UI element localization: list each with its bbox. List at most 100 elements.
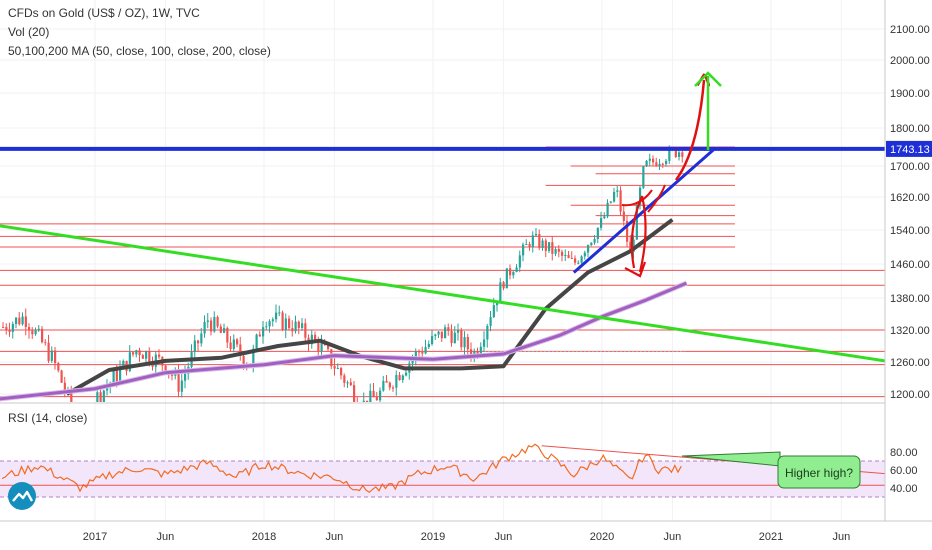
candle-body: [551, 242, 554, 254]
price-tick-label: 1380.00: [890, 293, 930, 305]
candle-body: [265, 326, 268, 328]
candle-body: [44, 342, 47, 344]
candle-body: [414, 351, 417, 359]
candle-body: [28, 327, 31, 331]
candle-body: [512, 271, 515, 276]
candle-body: [401, 375, 404, 381]
candle-body: [340, 367, 343, 376]
candle-body: [275, 312, 278, 320]
ma-legend: 50,100,200 MA (50, close, 100, close, 20…: [8, 44, 271, 58]
candle-body: [50, 350, 53, 361]
rsi-series: [1, 443, 682, 494]
candle-body: [418, 351, 421, 353]
candle-body: [239, 344, 242, 356]
price-tick-label: 1540.00: [890, 225, 930, 237]
candle-body: [424, 347, 427, 354]
candle-body: [626, 220, 629, 242]
candle-body: [106, 386, 109, 391]
time-tick-label: Jun: [664, 531, 682, 543]
candle-body: [652, 158, 655, 163]
candle-body: [486, 325, 489, 340]
candle-body: [489, 317, 492, 326]
candle-body: [398, 375, 401, 381]
candle-body: [564, 254, 567, 256]
candle-body: [34, 329, 37, 335]
candle-body: [2, 326, 5, 328]
candle-body: [554, 248, 557, 254]
candle-body: [320, 342, 323, 352]
candle-body: [41, 328, 44, 343]
tradingview-logo[interactable]: [8, 482, 36, 510]
candle-body: [213, 316, 216, 332]
candle-body: [366, 400, 369, 402]
candle-body: [210, 320, 213, 332]
candle-body: [242, 355, 245, 366]
candle-body: [360, 407, 362, 410]
time-tick-label: 2017: [83, 531, 107, 543]
rsi-band: [0, 460, 885, 498]
rsi-tick-label: 80.00: [890, 447, 918, 459]
candle-body: [297, 321, 300, 329]
candle-body: [635, 205, 638, 240]
rsi-tick-label: 40.00: [890, 483, 918, 495]
mountain-icon: [12, 490, 34, 502]
price-tick-label: 1700.00: [890, 161, 930, 173]
candle-body: [681, 152, 684, 157]
candle-body: [531, 235, 534, 248]
candle-body: [21, 316, 24, 325]
candle-body: [606, 202, 609, 217]
candle-body: [353, 385, 356, 402]
candle-body: [466, 337, 469, 350]
moving-averages: [0, 218, 688, 402]
candle-body: [5, 327, 8, 331]
candle-body: [255, 334, 258, 349]
candle-body: [583, 252, 586, 257]
candle-body: [262, 327, 265, 337]
candle-body: [639, 187, 642, 206]
candle-body: [346, 382, 349, 384]
candle-body: [450, 331, 453, 344]
candle-body: [252, 348, 255, 368]
time-tick-label: 2021: [759, 531, 783, 543]
candle-body: [434, 334, 437, 337]
candle-body: [304, 323, 307, 338]
candle-body: [427, 343, 430, 348]
time-tick-label: Jun: [157, 531, 175, 543]
candle-body: [24, 316, 27, 328]
candle-body: [327, 345, 330, 350]
candle-body: [574, 258, 577, 263]
time-tick-label: 2019: [421, 531, 445, 543]
candle-body: [528, 244, 531, 248]
candle-body: [119, 367, 122, 382]
candle-body: [229, 342, 232, 349]
candle-body: [333, 366, 336, 369]
candle-body: [502, 282, 505, 289]
candle-body: [382, 380, 385, 391]
candle-body: [343, 375, 346, 383]
candle-body: [515, 267, 518, 272]
candle-body: [437, 331, 440, 335]
candle-body: [158, 354, 161, 357]
candle-body: [622, 211, 625, 221]
candle-body: [148, 351, 151, 363]
candle-body: [431, 336, 434, 344]
candle-body: [538, 234, 541, 249]
ma-50-line: [65, 218, 674, 396]
candle-body: [509, 268, 512, 276]
candle-body: [470, 349, 473, 357]
higher-high-callout: Higher high?: [681, 451, 861, 489]
price-tick-label: 2000.00: [890, 55, 930, 67]
candle-body: [18, 317, 21, 325]
candle-body: [57, 363, 60, 371]
candle-body: [193, 340, 196, 353]
candle-body: [674, 149, 677, 157]
time-tick-label: Jun: [495, 531, 513, 543]
candle-body: [70, 389, 73, 402]
candle-body: [463, 337, 466, 348]
candle-body: [392, 387, 395, 389]
candle-body: [96, 392, 99, 402]
candle-body: [388, 382, 391, 388]
candle-body: [668, 148, 671, 161]
